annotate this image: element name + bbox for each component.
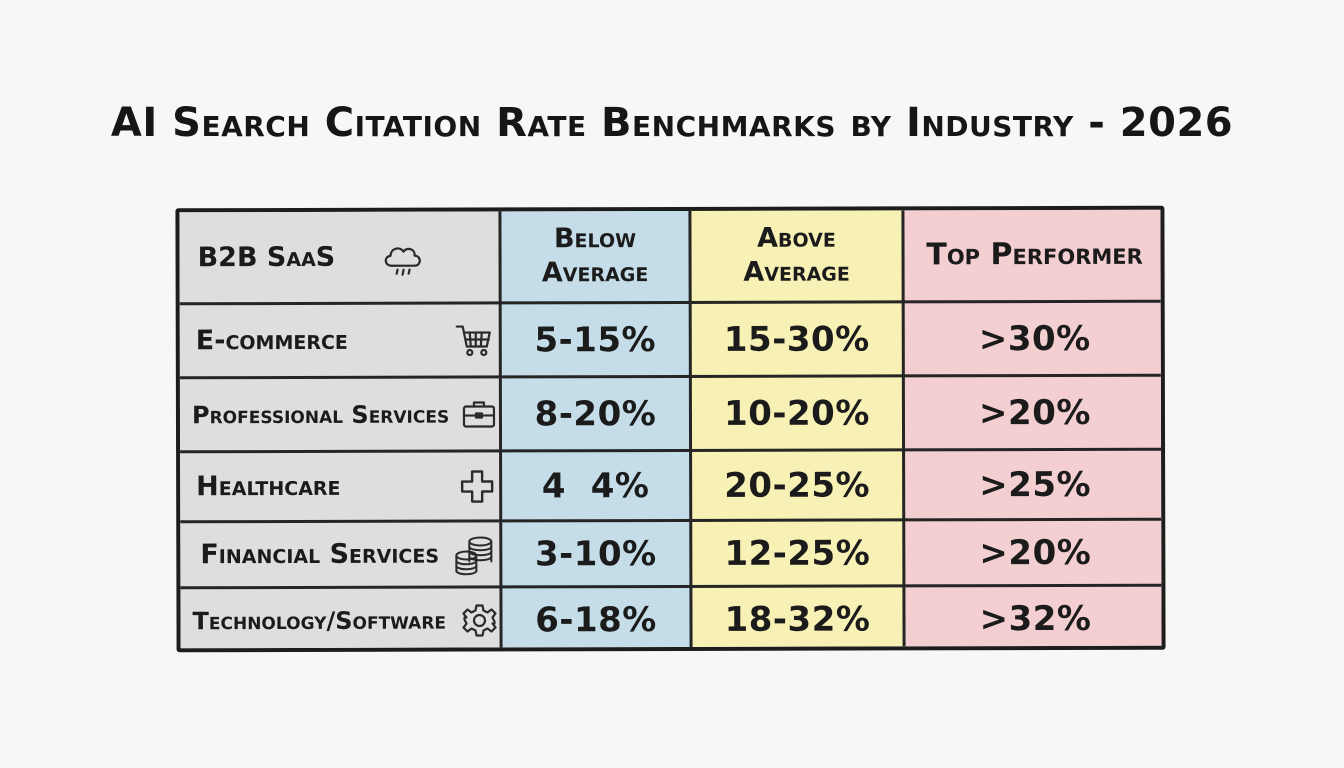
medical-cross-icon — [458, 467, 496, 505]
cell-financial-services-top-performer: >20% — [979, 532, 1092, 573]
cell-technology-software-below-average: 6-18% — [535, 599, 657, 640]
corner-label: B2B SaaS — [179, 211, 498, 302]
cell-healthcare-above-average: 20-25% — [724, 464, 871, 506]
cell-financial-services-below-average: 3-10% — [534, 533, 657, 574]
cell-ecommerce-top-performer: >30% — [978, 318, 1091, 359]
shopping-cart-icon — [454, 320, 494, 360]
cell-financial-services-above-average: 12-25% — [724, 532, 871, 574]
row-label-financial-services: Financial Services — [200, 538, 440, 571]
row-label-ecommerce: E-commerce — [195, 324, 348, 357]
row-label-technology-software: Technology/Software — [192, 606, 447, 635]
cell-ecommerce-above-average: 15-30% — [723, 318, 870, 360]
cell-professional-services-top-performer: >20% — [978, 392, 1091, 433]
corner-label-text: B2B SaaS — [197, 241, 336, 273]
row-label-healthcare: Healthcare — [196, 470, 341, 503]
cell-healthcare-top-performer: >25% — [979, 464, 1092, 505]
column-header-below-average: Below Average — [541, 223, 649, 289]
briefcase-icon — [461, 396, 497, 432]
cell-professional-services-below-average: 8-20% — [534, 393, 657, 434]
column-header-above-average: Above Average — [743, 222, 850, 288]
row-label-professional-services: Professional Services — [191, 400, 450, 429]
cell-healthcare-below-average: 4 4% — [541, 465, 650, 506]
cell-professional-services-above-average: 10-20% — [724, 392, 870, 434]
coin-stack-icon — [452, 533, 496, 577]
cell-technology-software-above-average: 18-32% — [724, 598, 871, 640]
benchmark-table: B2B SaaS Below Average Above Average Top… — [175, 205, 1166, 653]
column-header-top-performer: Top Performer — [926, 236, 1143, 273]
cell-ecommerce-below-average: 5-15% — [534, 319, 657, 360]
cell-technology-software-top-performer: >32% — [979, 598, 1092, 639]
cloud-icon — [380, 240, 426, 280]
chart-title: AI Search Citation Rate Benchmarks by In… — [110, 100, 1234, 146]
gear-icon — [461, 602, 497, 638]
